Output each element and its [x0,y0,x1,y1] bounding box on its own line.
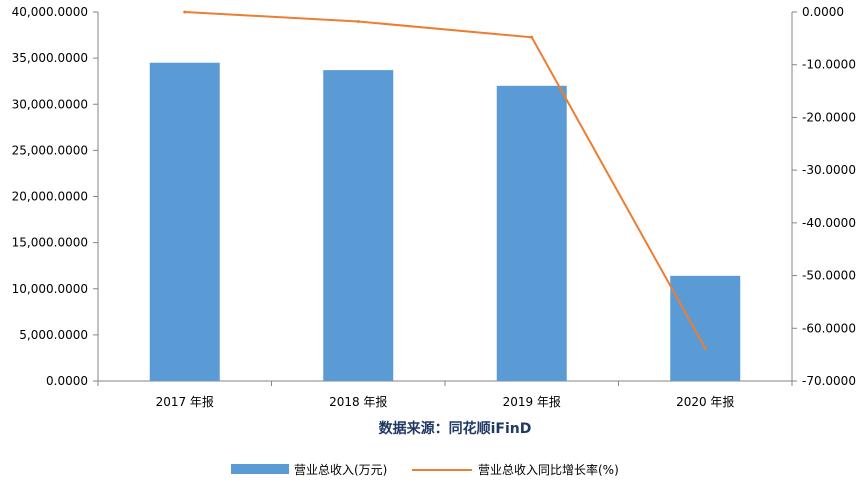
revenue-bar [670,275,741,381]
data-source-label: 数据来源：同花顺iFinD [379,420,532,437]
left-axis-tick-label: 25,000.0000 [12,143,88,157]
left-axis-tick-label: 5,000.0000 [19,328,88,342]
growth-rate-line [184,11,707,349]
right-axis-tick-label: -50.0000 [802,269,856,283]
right-axis-tick-label: -30.0000 [802,163,856,177]
right-axis-tick-label: -70.0000 [802,374,856,388]
left-axis-tick-label: 10,000.0000 [12,282,88,296]
right-axis-tick-label: -10.0000 [802,58,856,72]
right-axis-tick-label: -60.0000 [802,321,856,335]
left-axis-tick-label: 40,000.0000 [12,5,88,19]
legend-label-revenue: 营业总收入(万元) [294,463,387,477]
revenue-bar [496,85,567,382]
x-axis-category-label: 2018 年报 [329,394,387,409]
x-axis-category-label: 2020 年报 [676,394,734,409]
revenue-bar [323,70,394,382]
growth-rate-point [703,346,707,350]
x-axis-category-label: 2019 年报 [503,394,561,409]
left-axis-tick-label: 20,000.0000 [12,190,88,204]
x-axis-category-label: 2017 年报 [156,394,214,409]
left-axis-tick-label: 30,000.0000 [12,97,88,111]
left-axis-tick-label: 0.0000 [46,374,88,388]
growth-rate-point [183,10,187,14]
left-axis-tick-label: 35,000.0000 [12,51,88,65]
right-axis-tick-label: -40.0000 [802,216,856,230]
legend-swatch-revenue [231,464,289,474]
revenue-bar [149,62,220,382]
left-axis-tick-label: 15,000.0000 [12,236,88,250]
legend-label-growth: 营业总收入同比增长率(%) [478,462,619,477]
right-axis-tick-label: 0.0000 [802,5,844,19]
growth-rate-point [530,35,534,39]
growth-rate-point [356,19,360,23]
right-axis-tick-label: -20.0000 [802,110,856,124]
